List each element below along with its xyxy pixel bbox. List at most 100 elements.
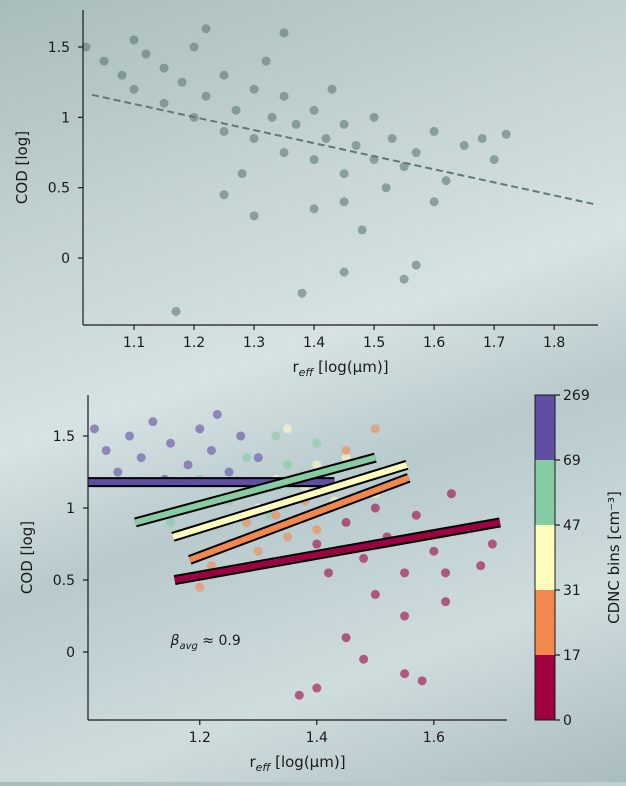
colorbar-label: CDNC bins [cm⁻³]	[605, 491, 623, 624]
data-point	[166, 438, 176, 448]
data-point	[400, 611, 410, 621]
annotation: βavg ≈ 0.9	[170, 633, 241, 652]
y-tick-label: 1	[61, 110, 70, 126]
data-point	[411, 260, 421, 270]
data-point	[219, 70, 229, 80]
x-label-main: r	[292, 358, 299, 376]
fit-line	[188, 474, 410, 563]
data-point	[399, 274, 409, 284]
data-point	[429, 546, 439, 556]
annotation-rest: ≈ 0.9	[198, 633, 241, 649]
data-point	[411, 510, 421, 520]
data-point	[341, 633, 351, 643]
data-point	[148, 417, 158, 427]
data-point	[312, 525, 322, 535]
data-point	[429, 197, 439, 207]
data-point	[283, 532, 293, 542]
data-point	[206, 445, 216, 455]
data-point	[370, 503, 380, 513]
data-point	[400, 568, 410, 578]
data-point	[312, 460, 322, 470]
data-point	[387, 133, 397, 143]
data-point	[441, 597, 451, 607]
x-label-sub: eff	[299, 366, 315, 379]
data-point	[201, 91, 211, 101]
data-point	[159, 63, 169, 73]
data-point	[370, 424, 380, 434]
data-point	[129, 35, 139, 45]
data-point	[339, 169, 349, 179]
colorbar-tick-label: 0	[563, 713, 572, 729]
data-point	[477, 133, 487, 143]
data-point	[129, 84, 139, 94]
data-point	[476, 561, 486, 571]
data-point	[249, 84, 259, 94]
data-point	[249, 211, 259, 221]
data-point	[294, 690, 304, 700]
data-point	[283, 424, 293, 434]
x-label-rest: [log(μm)]	[270, 753, 345, 771]
data-point	[159, 98, 169, 108]
data-point	[113, 467, 123, 477]
fit-line	[134, 454, 377, 526]
x-tick-label: 1.7	[483, 335, 505, 351]
data-point	[429, 126, 439, 136]
data-point	[501, 129, 511, 139]
y-tick-label: 1.5	[53, 429, 75, 445]
data-point	[399, 162, 409, 172]
data-point	[441, 568, 451, 578]
y-tick-label: 1.5	[48, 40, 70, 56]
data-point	[261, 56, 271, 66]
data-point	[324, 568, 334, 578]
data-point	[206, 561, 216, 571]
data-point	[253, 546, 263, 556]
colorbar-tick-label: 31	[563, 583, 581, 599]
fit-line	[171, 461, 408, 540]
data-point	[141, 49, 151, 59]
data-point	[271, 431, 281, 441]
fit-line	[91, 93, 597, 206]
data-point	[166, 517, 176, 527]
data-point	[359, 654, 369, 664]
colorbar-tick-label: 17	[563, 648, 581, 664]
colorbar-segment	[535, 460, 555, 525]
data-point	[411, 148, 421, 158]
data-point	[309, 155, 319, 165]
data-point	[189, 42, 199, 52]
data-point	[291, 119, 301, 129]
colorbar-segment	[535, 525, 555, 590]
data-point	[279, 91, 289, 101]
y-axis-label: COD [log]	[13, 131, 31, 204]
data-point	[369, 112, 379, 122]
data-point	[101, 445, 111, 455]
data-point	[297, 288, 307, 298]
colorbar-tick-label: 69	[563, 453, 581, 469]
data-point	[381, 183, 391, 193]
x-tick-label: 1.4	[306, 730, 328, 746]
data-point	[236, 431, 246, 441]
data-point	[267, 112, 277, 122]
data-point	[417, 676, 427, 686]
x-tick-label: 1.6	[423, 730, 445, 746]
x-tick-label: 1.6	[423, 335, 445, 351]
x-tick-label: 1.5	[363, 335, 385, 351]
data-point	[312, 438, 322, 448]
annotation-sub: avg	[179, 641, 197, 652]
data-point	[357, 225, 367, 235]
data-point	[359, 553, 369, 563]
data-point	[89, 424, 99, 434]
data-point	[351, 140, 361, 150]
data-point	[201, 24, 211, 34]
x-label-sub: eff	[256, 761, 272, 774]
colorbar-frame	[534, 394, 556, 721]
x-tick-label: 1.1	[123, 335, 145, 351]
colorbar-tick-label: 269	[563, 388, 590, 404]
data-point	[489, 155, 499, 165]
data-point	[271, 510, 281, 520]
data-point	[312, 539, 322, 549]
data-point	[400, 669, 410, 679]
data-point	[242, 453, 252, 463]
data-point	[487, 539, 497, 549]
data-point	[370, 589, 380, 599]
data-point	[446, 489, 456, 499]
